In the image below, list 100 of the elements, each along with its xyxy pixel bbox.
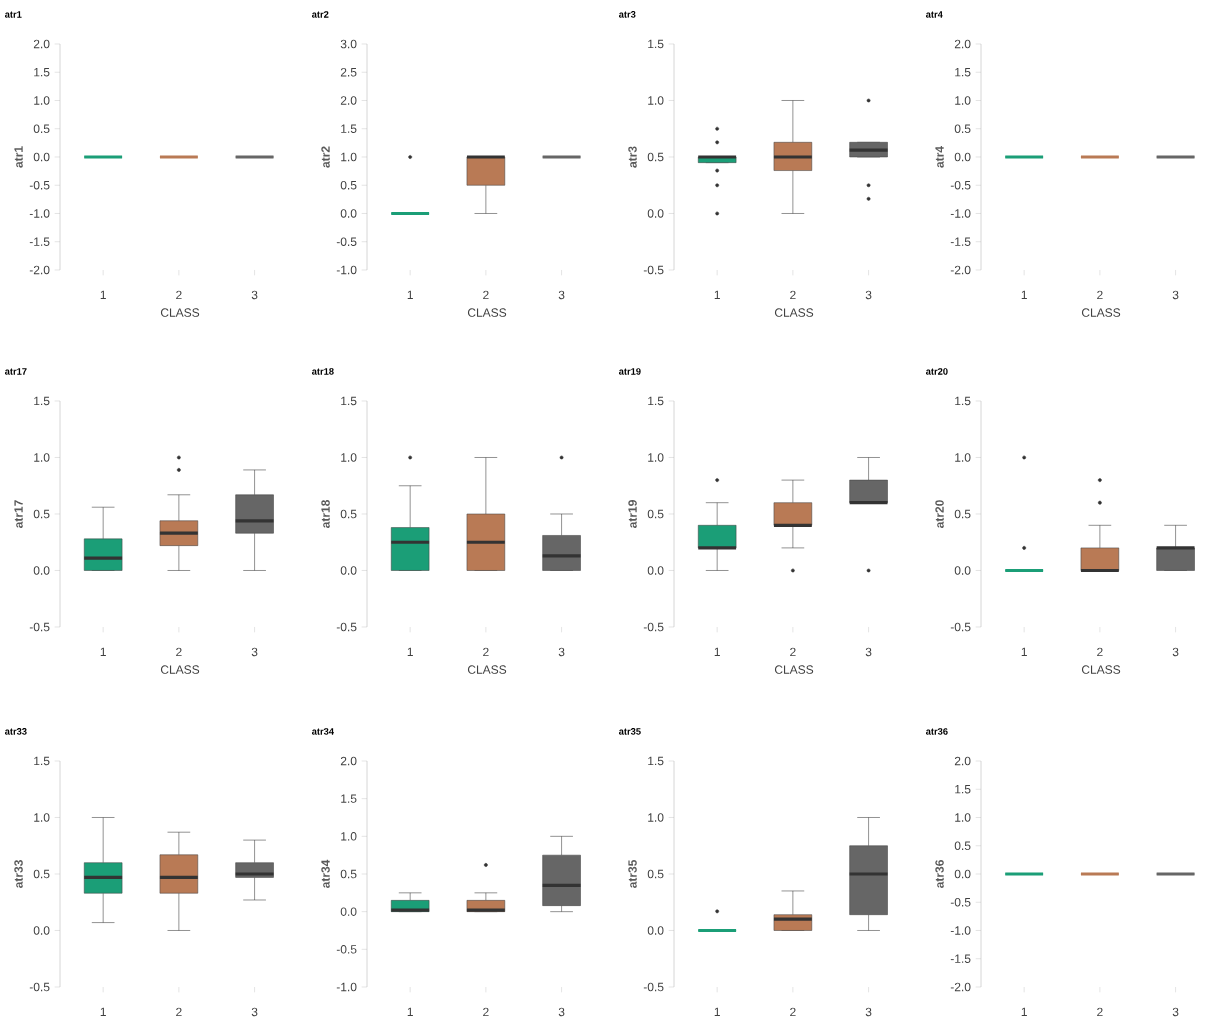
y-tick-label: 0.0: [340, 566, 357, 575]
x-tick-label: 2: [483, 1007, 489, 1017]
x-tick-label: 2: [483, 290, 489, 300]
x-tick-label: 3: [1172, 647, 1179, 657]
chart-title: atr1: [4, 11, 22, 18]
x-tick-label: 3: [1172, 290, 1179, 300]
y-tick-label: 1.5: [955, 396, 971, 406]
x-tick-label: 1: [714, 1007, 720, 1016]
y-tick-label: 0.0: [33, 152, 50, 162]
y-tick-label: 1.0: [648, 813, 664, 822]
y-tick-label: 2.0: [954, 756, 971, 766]
chart-title: atr35: [618, 728, 641, 735]
y-tick-label: 2.0: [340, 756, 357, 766]
y-axis-title: atr36: [935, 860, 944, 888]
y-tick-label: 1.0: [648, 453, 664, 462]
y-tick-label: 1.5: [34, 68, 50, 77]
y-tick-label: 0.5: [954, 509, 971, 519]
y-tick-label: 1.5: [34, 756, 50, 766]
y-tick-label: 0.5: [340, 180, 357, 190]
y-tick-label: -1.0: [336, 982, 357, 992]
y-tick-label: 2.0: [340, 96, 357, 105]
x-tick-label: 3: [251, 647, 258, 657]
x-tick-label: 1: [1021, 647, 1027, 656]
y-tick-label: 1.5: [955, 785, 971, 794]
y-tick-label: 1.5: [341, 396, 357, 406]
x-tick-label: 1: [100, 290, 106, 299]
chart-title: atr20: [925, 368, 948, 375]
y-tick-label: -0.5: [950, 898, 971, 907]
y-tick-label: 0.5: [33, 869, 50, 879]
y-tick-label: 2.0: [954, 39, 971, 49]
x-tick-label: 1: [714, 647, 720, 656]
y-axis-title: atr4: [935, 146, 944, 168]
chart-title: atr36: [925, 728, 948, 735]
x-axis-title: CLASS: [1081, 665, 1121, 674]
y-tick-label: 1.5: [34, 396, 50, 406]
x-tick-label: 3: [558, 647, 565, 657]
y-tick-label: 0.5: [33, 124, 50, 133]
x-tick-label: 1: [1021, 290, 1027, 299]
y-tick-label: 0.0: [340, 907, 357, 916]
x-axis-title: CLASS: [1081, 308, 1121, 317]
y-axis-title: atr19: [628, 500, 637, 528]
y-tick-label: 0.5: [647, 869, 664, 879]
y-tick-label: -1.0: [950, 926, 971, 935]
y-tick-label: -0.5: [29, 180, 50, 190]
y-tick-label: -0.5: [29, 622, 50, 632]
y-tick-label: 1.0: [955, 813, 971, 822]
y-tick-label: 0.0: [954, 869, 971, 879]
x-tick-label: 1: [714, 290, 720, 299]
y-tick-label: 1.0: [341, 152, 357, 162]
y-tick-label: -0.5: [950, 622, 971, 632]
y-tick-label: 2.0: [33, 39, 50, 49]
chart-title: atr17: [4, 368, 27, 375]
y-tick-label: -0.5: [643, 982, 664, 992]
y-tick-label: -1.0: [336, 265, 357, 275]
chart-title: atr2: [311, 11, 329, 18]
x-tick-label: 2: [176, 1007, 182, 1017]
y-tick-label: 1.0: [34, 813, 50, 822]
x-tick-label: 3: [251, 290, 258, 300]
y-tick-label: -1.5: [950, 954, 971, 963]
y-tick-label: 0.0: [33, 566, 50, 575]
x-tick-label: 1: [407, 290, 413, 299]
y-tick-label: 3.0: [340, 39, 357, 49]
y-tick-label: -0.5: [336, 945, 357, 954]
y-tick-label: 0.0: [33, 926, 50, 935]
x-axis-title: CLASS: [160, 665, 200, 674]
y-tick-label: 1.5: [648, 396, 664, 406]
y-tick-label: -2.0: [950, 982, 971, 992]
y-axis-title: atr1: [14, 146, 23, 168]
y-tick-label: 1.5: [341, 124, 357, 133]
y-tick-label: 1.5: [648, 756, 664, 766]
y-tick-label: 0.5: [954, 841, 971, 851]
x-tick-label: 2: [176, 290, 182, 300]
x-axis-title: CLASS: [160, 308, 200, 317]
y-tick-label: -0.5: [29, 982, 50, 992]
y-tick-label: 0.0: [340, 209, 357, 218]
y-tick-label: -2.0: [950, 265, 971, 275]
y-axis-title: atr33: [14, 860, 23, 888]
y-tick-label: -0.5: [336, 622, 357, 632]
chart-title: atr18: [311, 368, 334, 375]
y-axis-title: atr20: [935, 500, 944, 528]
x-tick-label: 3: [1172, 1007, 1179, 1017]
x-axis-title: CLASS: [774, 665, 814, 674]
y-tick-label: 1.0: [341, 453, 357, 462]
y-axis-title: atr34: [321, 859, 330, 888]
x-tick-label: 2: [1097, 1007, 1103, 1017]
x-tick-label: 3: [865, 290, 872, 300]
x-tick-label: 2: [176, 647, 182, 657]
y-tick-label: 0.5: [33, 509, 50, 519]
x-tick-label: 3: [558, 1007, 565, 1017]
y-tick-label: 1.0: [34, 96, 50, 105]
y-tick-label: -0.5: [950, 180, 971, 190]
chart-title: atr19: [618, 368, 641, 375]
x-tick-label: 2: [1097, 647, 1103, 657]
x-axis-title: CLASS: [467, 665, 507, 674]
y-tick-label: 0.5: [647, 509, 664, 519]
x-tick-label: 1: [407, 647, 413, 656]
x-tick-label: 1: [100, 1007, 106, 1016]
y-axis-title: atr35: [628, 860, 637, 888]
y-tick-label: 2.5: [340, 67, 357, 77]
y-axis-title: atr2: [321, 146, 330, 168]
